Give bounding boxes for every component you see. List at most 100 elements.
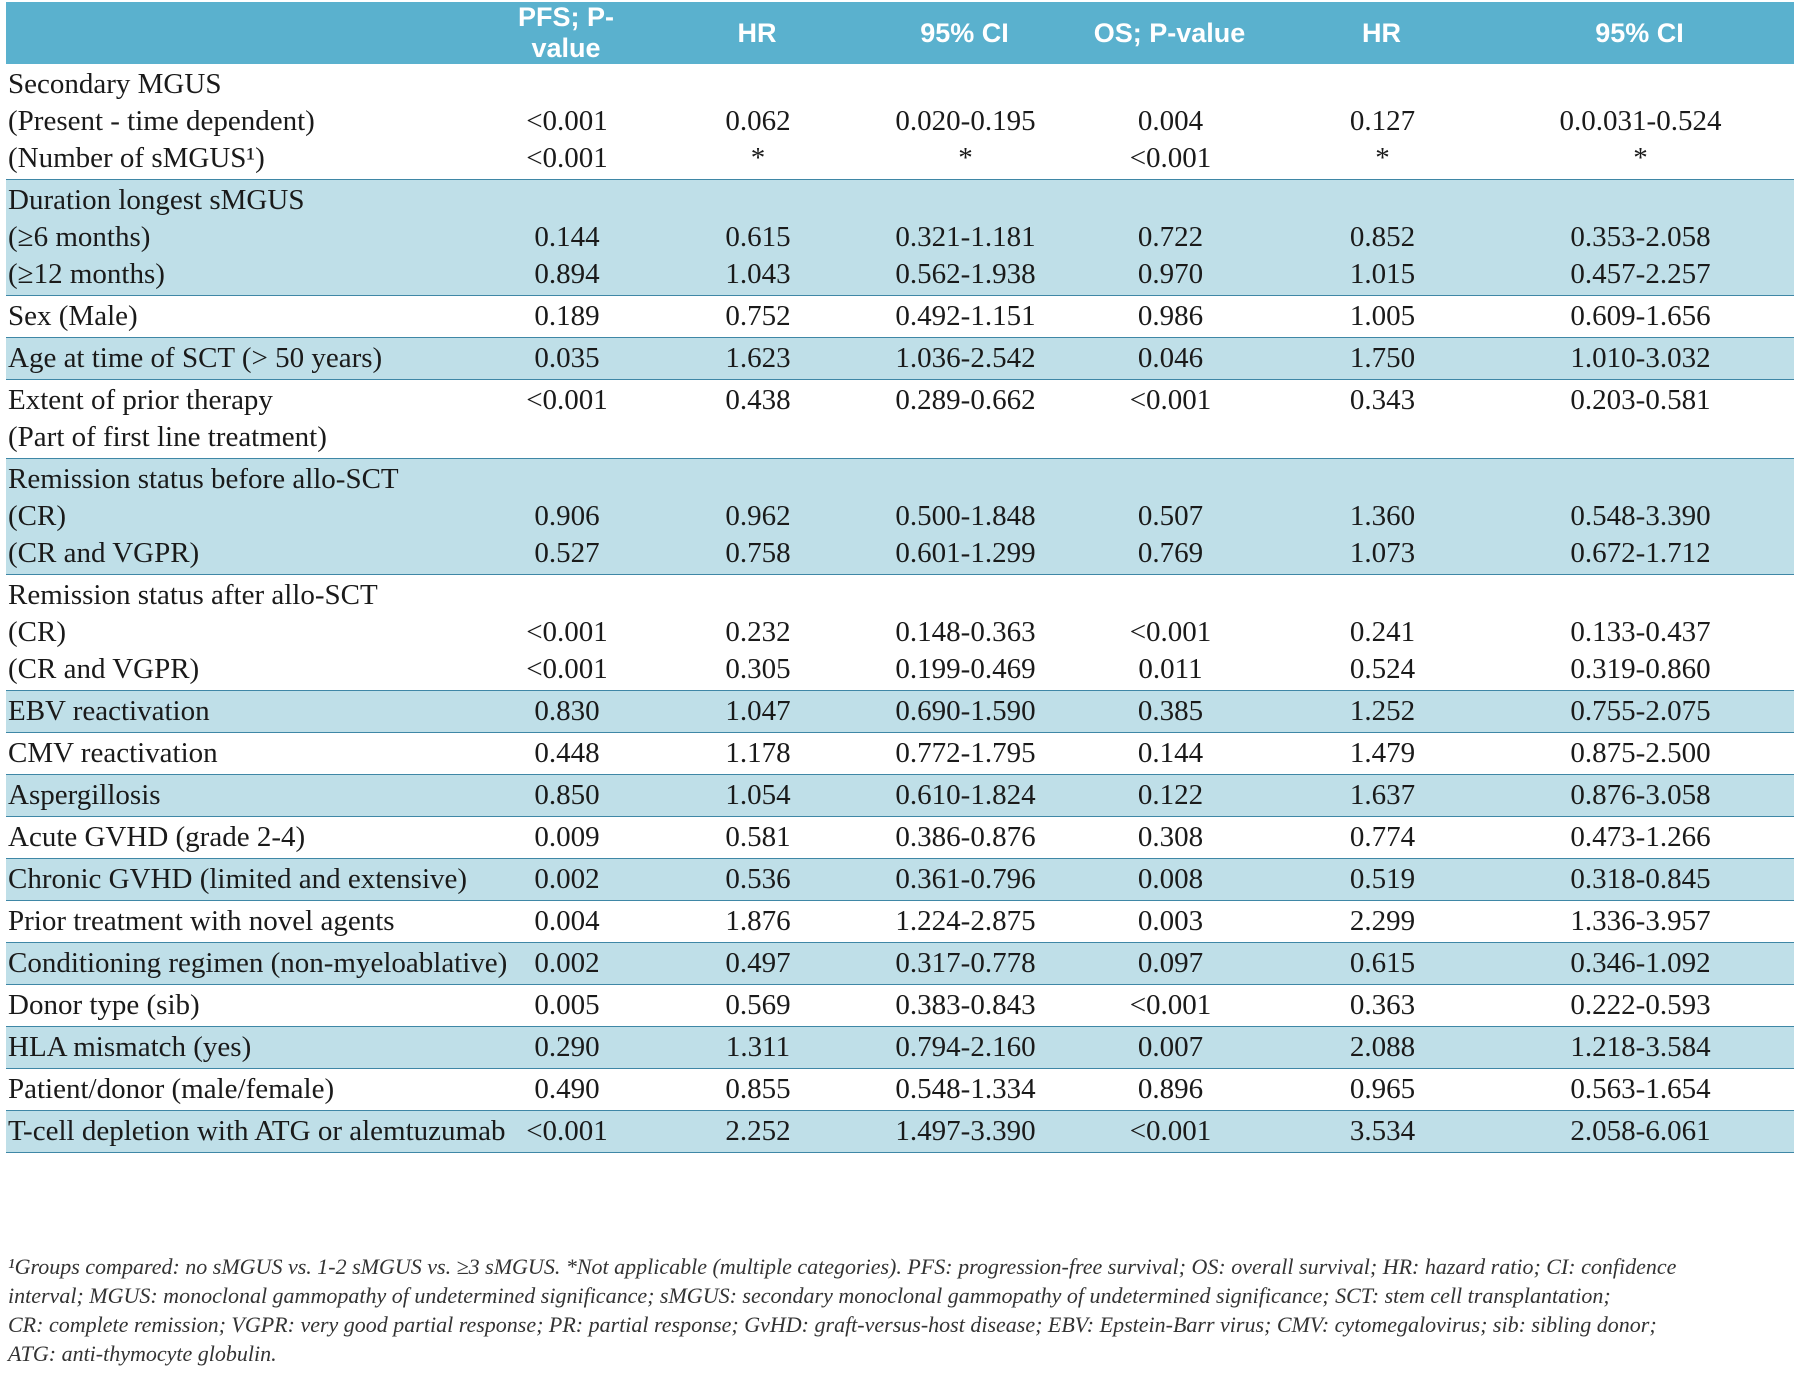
table-row: Remission status after allo-SCT (CR) (CR a… [6,574,1794,691]
cell-line: Donor type (sib) [8,989,200,1021]
cell-line: Acute GVHD (grade 2-4) [8,821,306,853]
cell-line: <0.001 [526,142,608,174]
cell-line [870,461,1061,498]
cell-line: 0.189 [534,300,600,332]
cell-pfs-ci: 0.548-1.334 [868,1068,1061,1111]
cell-line: 1.360 [1349,500,1416,532]
cell-line: Extent of prior therapy [8,384,273,416]
cell-line: 0.199-0.469 [895,653,1036,685]
cell-pfs-hr: 1.623 [646,337,868,380]
cell-line: 0.548-3.390 [1570,500,1711,532]
cell-os-ci: 0.876-3.058 [1485,774,1794,817]
cell-pfs-hr: 1.876 [646,900,868,943]
cell-line [648,182,868,219]
cell-line: Prior treatment with novel agents [8,905,395,937]
cell-os-p-value: 0.507 0.769 [1061,458,1278,575]
cell-line [870,66,1061,103]
cell-os-ci: 1.336-3.957 [1485,900,1794,943]
cell-pfs-p-value: 0.906 0.527 [486,458,646,575]
cell-pfs-ci: 0.020-0.195 * [868,64,1061,180]
cell-line [1063,577,1278,614]
cell-line: <0.001 [526,384,608,416]
cell-line: 1.311 [725,1031,791,1063]
cell-line: Remission status after allo-SCT [8,579,378,611]
cell-line: 0.548-1.334 [895,1073,1036,1105]
cell-variable: EBV reactivation [6,690,486,733]
cell-pfs-ci: 0.289-0.662 [868,379,1061,459]
cell-os-hr: 2.088 [1278,1026,1485,1069]
cell-line: 0.896 [1137,1073,1204,1105]
cell-pfs-p-value: 0.490 [486,1068,646,1111]
cell-line: 1.005 [1349,300,1416,332]
cell-pfs-hr: 0.232 0.305 [646,574,868,691]
cell-os-ci: 0.875-2.500 [1485,732,1794,775]
cell-line [1063,182,1278,219]
cell-pfs-p-value: 0.035 [486,337,646,380]
cell-line: 0.906 [534,500,600,532]
table-row: Duration longest sMGUS (≥6 months) (≥12 mo… [6,179,1794,296]
table-row: Secondary MGUS (Present - time dependent)… [6,64,1794,180]
cell-line: 0.581 [725,821,791,853]
cell-line: 0.148-0.363 [895,616,1036,648]
cell-os-p-value: <0.001 [1061,984,1278,1027]
cell-pfs-p-value: <0.001 [486,379,646,459]
cell-line: (≥12 months) [8,258,165,290]
cell-line: 0.308 [1137,821,1204,853]
cell-line: 0.772-1.795 [895,737,1036,769]
cell-pfs-hr: 0.438 [646,379,868,459]
cell-line: 0.232 [725,616,791,648]
cell-line: <0.001 [1129,142,1212,174]
cell-pfs-hr: 0.581 [646,816,868,859]
cell-line: 0.672-1.712 [1570,537,1711,569]
cell-variable: Patient/donor (male/female) [6,1068,486,1111]
cell-line: 0.894 [534,258,600,290]
cell-line: 0.563-1.654 [1570,1073,1711,1105]
cell-line [648,577,868,614]
cell-pfs-hr: 0.752 [646,295,868,338]
cell-line [648,66,868,103]
cell-os-hr: 0.127 * [1278,64,1485,180]
cell-line: 1.073 [1349,537,1416,569]
cell-pfs-hr: 2.252 [646,1110,868,1153]
cell-os-p-value: <0.001 [1061,379,1278,459]
cell-pfs-p-value: <0.001 <0.001 [486,574,646,691]
cell-pfs-ci: 0.492-1.151 [868,295,1061,338]
cell-os-ci: 0.609-1.656 [1485,295,1794,338]
cell-line [1487,577,1794,614]
cell-pfs-ci: 0.500-1.848 0.601-1.299 [868,458,1061,575]
cell-line: Remission status before allo-SCT [8,463,399,495]
cell-os-hr: 0.852 1.015 [1278,179,1485,296]
cell-line [1280,461,1485,498]
cell-line [1280,419,1485,456]
cell-line: 0.970 [1137,258,1204,290]
cell-line: 0.875-2.500 [1570,737,1711,769]
cell-line: 0.035 [534,342,600,374]
cell-line: 0.097 [1137,947,1204,979]
cell-line: 0.527 [534,537,600,569]
cell-os-ci: 0.222-0.593 [1485,984,1794,1027]
cell-pfs-hr: 0.615 1.043 [646,179,868,296]
cell-line: 1.497-3.390 [895,1115,1036,1147]
cell-line: 1.479 [1349,737,1416,769]
cell-line [648,419,868,456]
cell-os-ci: 0.346-1.092 [1485,942,1794,985]
cell-line: CMV reactivation [8,737,218,769]
cell-os-p-value: 0.722 0.970 [1061,179,1278,296]
cell-line: (Present - time dependent) [8,105,315,137]
cell-line: 0.448 [534,737,600,769]
cell-line: <0.001 [1129,989,1212,1021]
cell-line: 0.203-0.581 [1570,384,1711,416]
cell-pfs-p-value: 0.009 [486,816,646,859]
cell-line [870,419,1061,456]
cell-os-ci: 0.353-2.058 0.457-2.257 [1485,179,1794,296]
cell-pfs-p-value: 0.002 [486,858,646,901]
cell-os-ci: 0.203-0.581 [1485,379,1794,459]
cell-pfs-ci: 0.610-1.824 [868,774,1061,817]
cell-line: 0.122 [1137,779,1204,811]
cell-pfs-ci: 0.148-0.363 0.199-0.469 [868,574,1061,691]
cell-variable: T-cell depletion with ATG or alemtuzumab [6,1110,505,1153]
cell-line: Age at time of SCT (> 50 years) [8,342,383,374]
cell-pfs-ci: 0.383-0.843 [868,984,1061,1027]
cell-line [488,577,646,614]
cell-pfs-ci: 0.794-2.160 [868,1026,1061,1069]
